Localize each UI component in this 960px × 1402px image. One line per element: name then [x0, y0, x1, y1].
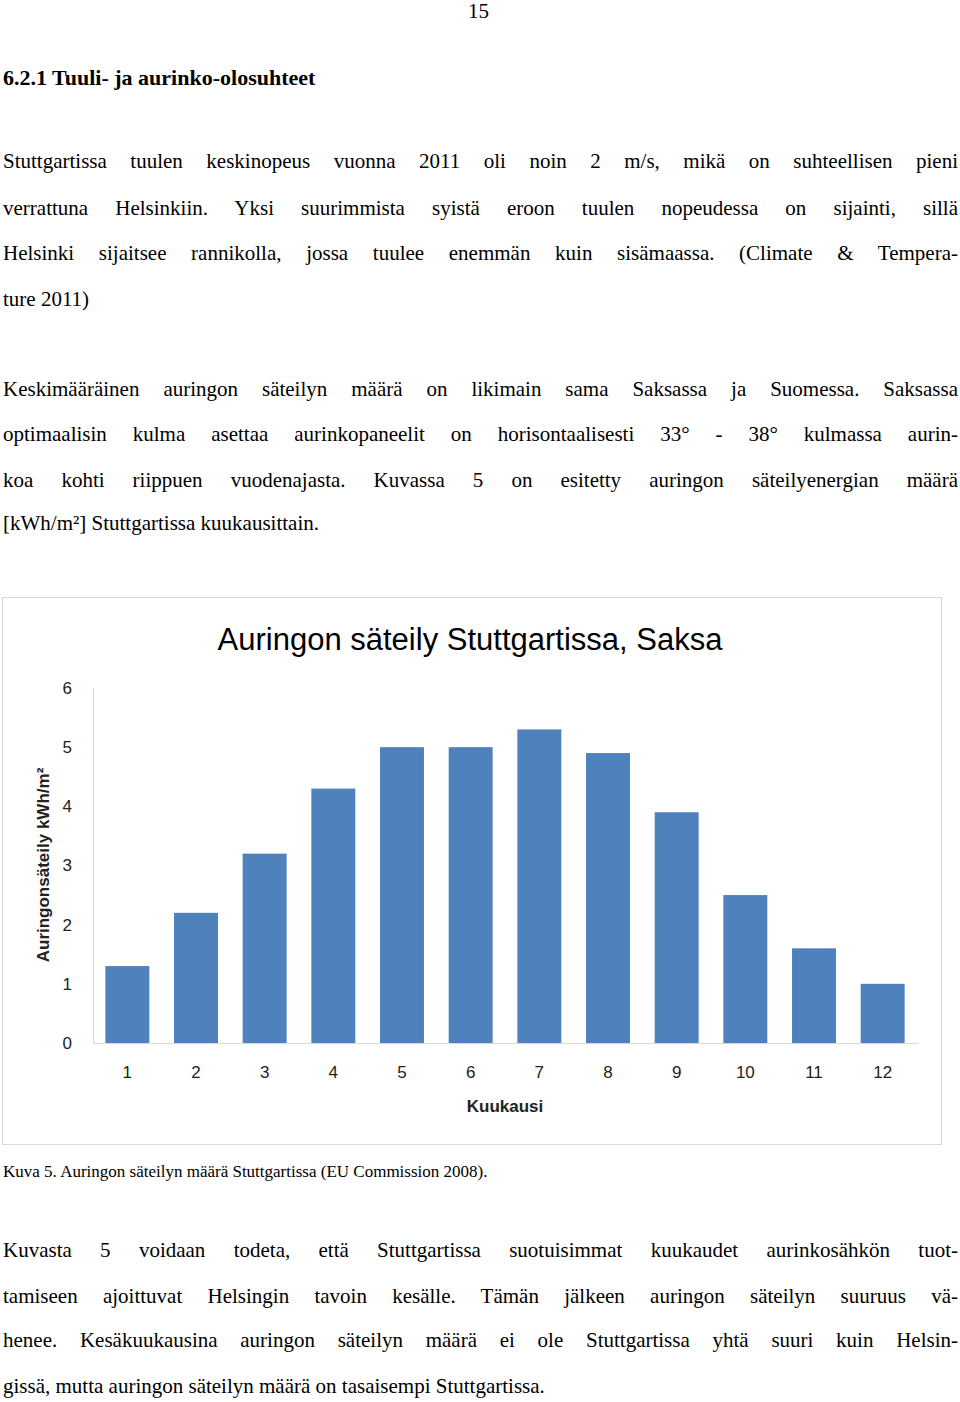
- section-heading: 6.2.1 Tuuli- ja aurinko-olosuhteet: [3, 65, 315, 91]
- x-tick: 4: [329, 1063, 338, 1082]
- x-tick-label: 6: [466, 1063, 475, 1082]
- y-tick: 3: [63, 856, 93, 875]
- page-number: 15: [468, 0, 489, 22]
- paragraph-line: gissä, mutta auringon säteilyn määrä on …: [3, 1374, 958, 1398]
- y-tick-label: 2: [63, 916, 72, 935]
- paragraph-line: Helsinki sijaitsee rannikolla, jossa tuu…: [3, 241, 958, 265]
- x-tick-label: 4: [329, 1063, 338, 1082]
- x-tick: 1: [123, 1063, 132, 1082]
- chart-frame: [3, 598, 942, 1145]
- x-tick: 6: [466, 1063, 475, 1082]
- x-tick: 7: [535, 1063, 544, 1082]
- paragraph-line: optimaalisin kulma asettaa aurinkopaneel…: [3, 422, 958, 446]
- x-tick: 2: [191, 1063, 200, 1082]
- y-tick: 6: [63, 679, 93, 698]
- paragraph-line: koa kohti riippuen vuodenajasta. Kuvassa…: [3, 468, 958, 492]
- bar: [861, 984, 905, 1043]
- paragraph-line: ture 2011): [3, 287, 958, 311]
- y-tick-label: 1: [63, 975, 72, 994]
- bars: [105, 729, 904, 1043]
- y-tick: 1: [63, 975, 93, 994]
- y-tick-label: 0: [63, 1034, 72, 1053]
- figure-caption: Kuva 5. Auringon säteilyn määrä Stuttgar…: [3, 1161, 487, 1183]
- x-tick: 3: [260, 1063, 269, 1082]
- y-axis: 0 1 2 3 4 5 6: [63, 679, 94, 1053]
- y-axis-title: Auringonsäteily kWh/m²: [34, 767, 53, 962]
- x-axis-title: Kuukausi: [467, 1097, 544, 1116]
- x-axis-line: [94, 1043, 918, 1044]
- y-tick: 2: [63, 916, 93, 935]
- y-axis-line: [93, 689, 94, 1044]
- x-tick: 9: [672, 1063, 681, 1082]
- x-tick-label: 3: [260, 1063, 269, 1082]
- paragraph-line: tamiseen ajoittuvat Helsingin tavoin kes…: [3, 1284, 958, 1308]
- bar: [311, 789, 355, 1043]
- x-tick-label: 1: [123, 1063, 132, 1082]
- y-tick: 5: [63, 738, 93, 757]
- y-tick-label: 3: [63, 856, 72, 875]
- x-tick: 10: [736, 1063, 755, 1082]
- paragraph-line: Stuttgartissa tuulen keskinopeus vuonna …: [3, 149, 958, 173]
- paragraph-line: Kuvasta 5 voidaan todeta, että Stuttgart…: [3, 1238, 958, 1262]
- x-tick: 11: [805, 1063, 823, 1082]
- chart-title: Auringon säteily Stuttgartissa, Saksa: [218, 622, 724, 657]
- x-tick-label: 12: [873, 1063, 892, 1082]
- bar: [792, 948, 836, 1043]
- x-tick-label: 9: [672, 1063, 681, 1082]
- x-tick-label: 11: [805, 1063, 823, 1082]
- x-tick: 8: [603, 1063, 612, 1082]
- x-tick-label: 10: [736, 1063, 755, 1082]
- bar: [174, 913, 218, 1043]
- x-tick: 5: [397, 1063, 406, 1082]
- bar: [380, 747, 424, 1043]
- x-tick-label: 7: [535, 1063, 544, 1082]
- y-tick: 0: [63, 1034, 93, 1053]
- paragraph-line: Keskimääräinen auringon säteilyn määrä o…: [3, 377, 958, 401]
- bar: [449, 747, 493, 1043]
- paragraph-line: [kWh/m²] Stuttgartissa kuukausittain.: [3, 511, 958, 535]
- bar: [655, 812, 699, 1043]
- bar: [586, 753, 630, 1043]
- y-tick-label: 5: [63, 738, 72, 757]
- bar: [243, 854, 287, 1043]
- bar: [105, 966, 149, 1043]
- x-tick-label: 5: [397, 1063, 406, 1082]
- x-axis: 123456789101112: [94, 1044, 918, 1083]
- x-tick: 12: [873, 1063, 892, 1082]
- y-tick-label: 6: [63, 679, 72, 698]
- x-tick-label: 2: [191, 1063, 200, 1082]
- y-tick-label: 4: [63, 797, 72, 816]
- paragraph-line: verrattuna Helsinkiin. Yksi suurimmista …: [3, 196, 958, 220]
- paragraph-line: henee. Kesäkuukausina auringon säteilyn …: [3, 1328, 958, 1352]
- y-tick: 4: [63, 797, 93, 816]
- bar: [723, 895, 767, 1043]
- bar: [517, 729, 561, 1043]
- chart: Auringon säteily Stuttgartissa, Saksa012…: [0, 0, 960, 1402]
- x-tick-label: 8: [603, 1063, 612, 1082]
